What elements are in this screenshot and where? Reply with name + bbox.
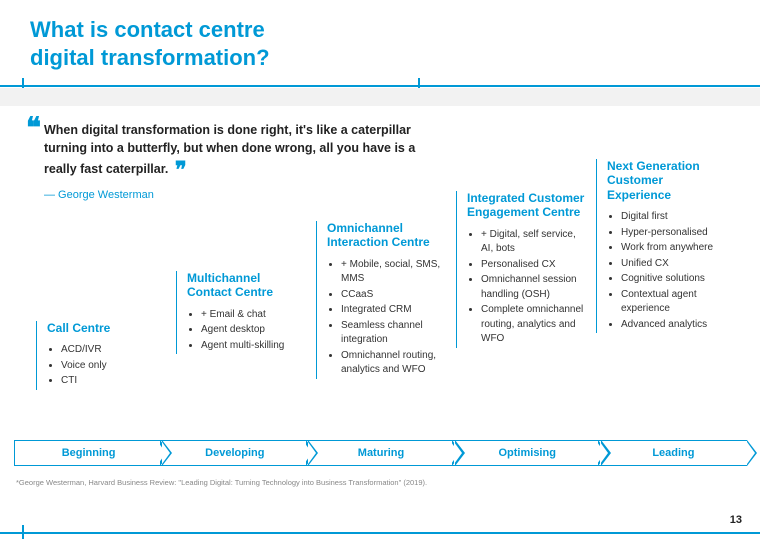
list-item: Work from anywhere [621,241,728,256]
maturity-columns: Call Centre ACD/IVR Voice only CTI Multi… [30,131,730,461]
list-item: Digital first [621,210,728,225]
list-item: + Mobile, social, SMS, MMS [341,258,448,287]
column-inner: Integrated Customer Engagement Centre + … [456,191,588,348]
column-title: Next Generation Customer Experience [607,159,728,202]
column-call-centre: Call Centre ACD/IVR Voice only CTI [30,131,170,461]
footer-rule-line [0,532,760,534]
list-item: + Digital, self service, AI, bots [481,228,588,257]
footer-rule-tick [22,525,24,539]
column-inner: Next Generation Customer Experience Digi… [596,159,728,333]
column-inner: Call Centre ACD/IVR Voice only CTI [36,321,168,390]
list-item: Omnichannel session handling (OSH) [481,273,588,302]
list-item: Hyper-personalised [621,226,728,241]
list-item: CCaaS [341,288,448,303]
column-title: Multichannel Contact Centre [187,271,308,300]
list-item: + Email & chat [201,308,308,323]
list-item: Advanced analytics [621,318,728,333]
column-title: Call Centre [47,321,168,335]
stage-arrow-beginning: Beginning [14,440,162,466]
rule-line [0,85,760,87]
title-line-1: What is contact centre [30,16,730,44]
column-multichannel: Multichannel Contact Centre + Email & ch… [170,131,310,461]
list-item: Contextual agent experience [621,288,728,317]
content-area: ❝ When digital transformation is done ri… [30,121,730,201]
stage-arrows: Beginning Developing Maturing Optimising… [14,440,746,466]
stage-arrow-maturing: Maturing [307,440,454,466]
column-next-gen: Next Generation Customer Experience Digi… [590,131,730,461]
column-list: + Email & chat Agent desktop Agent multi… [201,308,308,354]
column-title: Omnichannel Interaction Centre [327,221,448,250]
stage-arrow-optimising: Optimising [454,440,601,466]
footnote: *George Westerman, Harvard Business Revi… [16,478,427,487]
column-list: Digital first Hyper-personalised Work fr… [621,210,728,332]
list-item: Personalised CX [481,258,588,273]
column-list: ACD/IVR Voice only CTI [61,343,168,389]
list-item: Agent multi-skilling [201,339,308,354]
column-inner: Multichannel Contact Centre + Email & ch… [176,271,308,354]
list-item: ACD/IVR [61,343,168,358]
column-integrated: Integrated Customer Engagement Centre + … [450,131,590,461]
list-item: Complete omnichannel routing, analytics … [481,303,588,347]
footer-rule [0,528,760,538]
stage-label: Beginning [62,447,116,459]
stage-label: Optimising [498,447,555,459]
list-item: Voice only [61,359,168,374]
slide-title: What is contact centre digital transform… [30,16,730,71]
gray-band [0,88,760,106]
stage-label: Developing [205,447,264,459]
page-number: 13 [730,514,742,526]
column-omnichannel: Omnichannel Interaction Centre + Mobile,… [310,131,450,461]
stage-arrow-developing: Developing [161,440,308,466]
list-item: Seamless channel integration [341,319,448,348]
list-item: Agent desktop [201,323,308,338]
column-list: + Digital, self service, AI, bots Person… [481,228,588,347]
list-item: CTI [61,374,168,389]
stage-label: Leading [652,447,694,459]
slide: What is contact centre digital transform… [0,0,760,548]
list-item: Unified CX [621,257,728,272]
list-item: Integrated CRM [341,303,448,318]
stage-label: Maturing [358,447,404,459]
list-item: Omnichannel routing, analytics and WFO [341,349,448,378]
list-item: Cognitive solutions [621,272,728,287]
column-inner: Omnichannel Interaction Centre + Mobile,… [316,221,448,379]
column-title: Integrated Customer Engagement Centre [467,191,588,220]
stage-arrow-leading: Leading [600,440,747,466]
column-list: + Mobile, social, SMS, MMS CCaaS Integra… [341,258,448,378]
title-line-2: digital transformation? [30,44,730,72]
